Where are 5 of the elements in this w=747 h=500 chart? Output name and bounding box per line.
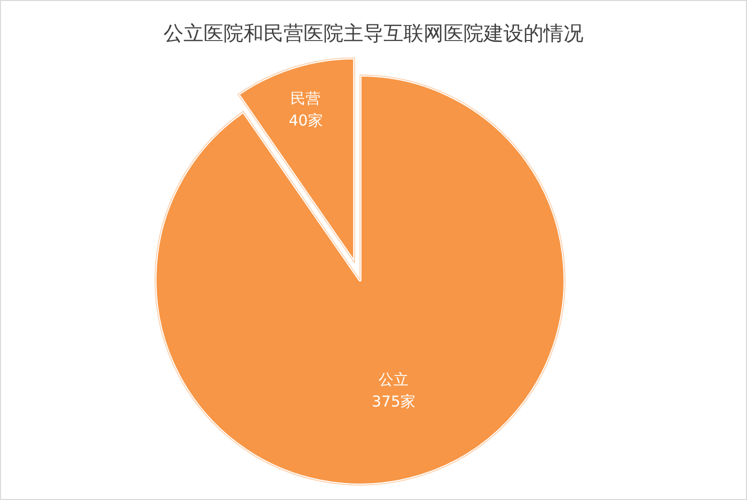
data-label: 40家 <box>288 111 323 130</box>
chart-title: 公立医院和民营医院主导互联网医院建设的情况 <box>164 21 584 45</box>
slice-label: 民营 <box>290 89 321 108</box>
slice-label: 公立 <box>378 370 409 389</box>
data-label: 375家 <box>372 392 416 411</box>
